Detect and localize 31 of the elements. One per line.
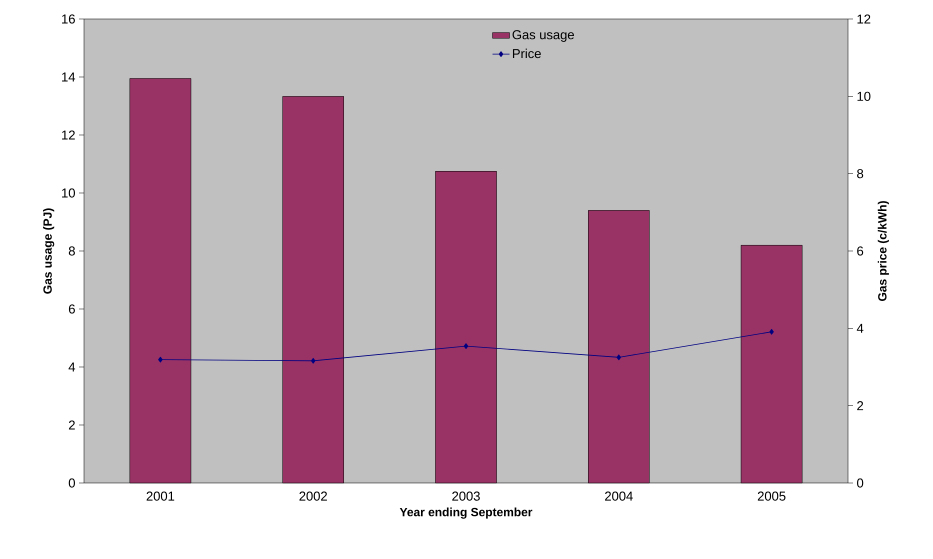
y-tick-label: 10	[62, 188, 75, 198]
legend-label: Gas usage	[512, 30, 574, 42]
y2-tick-label: 2	[857, 401, 864, 410]
y-tick-label: 0	[68, 478, 75, 488]
y-tick-label: 8	[68, 246, 75, 256]
legend-label: Price	[512, 48, 541, 58]
y2-axis-title: Gas price (c/kWh)	[878, 201, 889, 302]
y2-tick-label: 10	[858, 92, 870, 101]
x-tick-label: 2003	[452, 492, 480, 501]
y-tick-label: 2	[68, 420, 75, 430]
x-tick-label: 2002	[299, 492, 327, 501]
x-tick-label: 2004	[605, 492, 633, 501]
y2-tick-label: 4	[856, 324, 864, 333]
point	[310, 358, 316, 364]
x-tick-label: 2005	[758, 492, 786, 501]
y-axis-title: Gas usage (PJ)	[43, 208, 54, 294]
y2-tick-label: 12	[858, 14, 870, 24]
y2-tick-label: 6	[857, 246, 864, 256]
y-tick-label: 14	[62, 72, 76, 82]
point	[616, 354, 622, 360]
y2-tick-label: 0	[857, 478, 864, 488]
y-tick-label: 12	[62, 130, 75, 140]
y-tick-label: 16	[62, 14, 75, 24]
x-tick-label: 2001	[146, 492, 174, 501]
y-tick-label: 6	[68, 304, 75, 314]
point	[769, 328, 774, 335]
y-tick-label: 4	[68, 362, 76, 372]
y2-tick-label: 8	[857, 169, 864, 178]
point	[158, 356, 163, 363]
point	[464, 343, 468, 350]
x-axis-title: Year ending September	[400, 508, 532, 519]
